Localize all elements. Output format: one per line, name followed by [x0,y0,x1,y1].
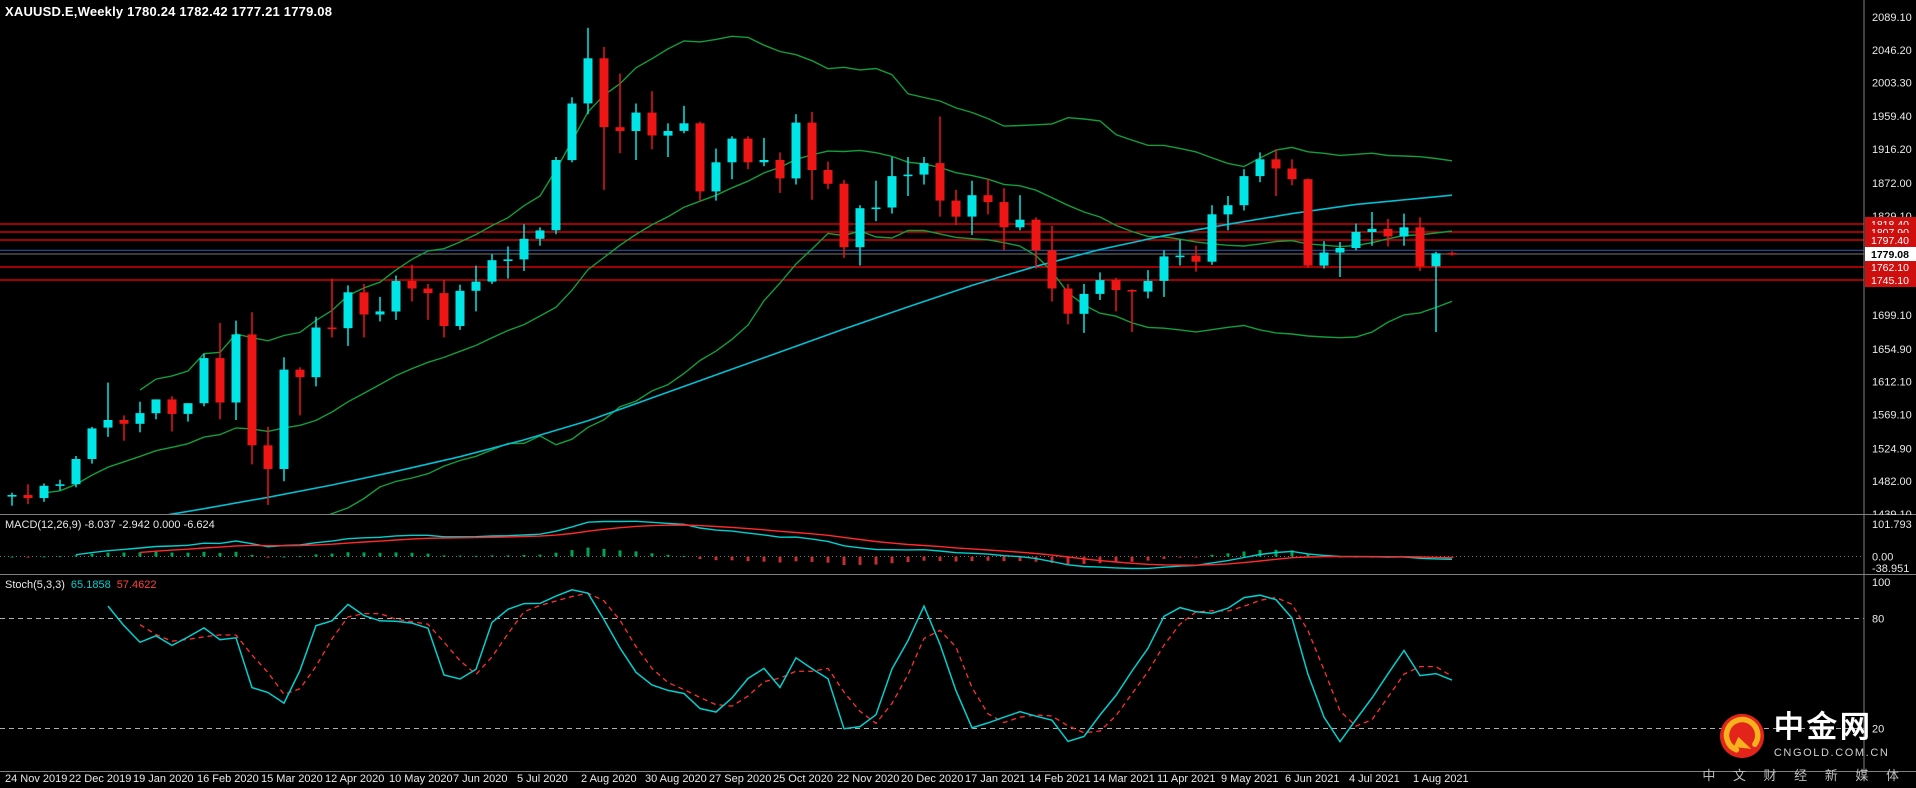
stoch-scale[interactable]: 100 80 20 [1872,577,1890,735]
stoch-label: Stoch(5,3,3) 65.1858 57.4622 [5,579,156,591]
date-label: 15 Mar 2020 [261,773,323,785]
date-label: 7 Jun 2020 [453,773,508,785]
svg-text:101.793: 101.793 [1872,519,1912,531]
svg-text:1797.40: 1797.40 [1871,235,1909,247]
bollinger-bands [43,35,1453,515]
date-label: 16 Feb 2020 [197,773,259,785]
watermark-tagline: 中 文 财 经 新 媒 体 [1702,768,1906,783]
stoch-k-line [107,589,1453,744]
date-label: 10 May 2020 [389,773,453,785]
date-label: 6 Jun 2021 [1285,773,1340,785]
watermark: 中金网 CNGOLD.COM.CN 中 文 财 经 新 媒 体 [1702,713,1906,784]
svg-text:0.00: 0.00 [1872,552,1893,564]
date-label: 12 Apr 2020 [325,773,385,785]
svg-text:1762.10: 1762.10 [1871,262,1909,274]
date-label: 14 Feb 2021 [1029,773,1091,785]
macd-signal-line [139,524,1453,566]
date-label: 11 Apr 2021 [1157,773,1216,785]
cngold-logo-icon [1719,713,1764,759]
stoch-d-value: 57.4622 [116,579,157,591]
date-label: 22 Nov 2020 [837,773,900,785]
svg-text:1482.00: 1482.00 [1872,476,1912,488]
support-resistance-lines[interactable] [0,223,1864,281]
watermark-domain: CNGOLD.COM.CN [1773,747,1890,759]
time-axis[interactable]: 24 Nov 2019 22 Dec 2019 19 Jan 2020 16 Feb … [0,772,1916,788]
date-label: 20 Dec 2020 [901,773,964,785]
svg-text:1699.10: 1699.10 [1872,310,1912,322]
svg-text:80: 80 [1872,614,1884,626]
macd-label: MACD(12,26,9) -8.037 -2.942 0.000 -6.624 [5,519,215,531]
date-label: 19 Jan 2020 [133,773,194,785]
svg-text:2046.20: 2046.20 [1872,45,1912,57]
stoch-d-line [139,592,1453,734]
svg-text:2089.10: 2089.10 [1872,12,1912,24]
svg-text:1779.08: 1779.08 [1871,249,1909,261]
svg-text:2003.30: 2003.30 [1872,78,1912,90]
stoch-k-value: 65.1858 [70,579,111,591]
svg-text:100: 100 [1872,577,1890,589]
svg-text:1745.10: 1745.10 [1871,275,1909,287]
macd-line [75,520,1453,570]
date-label: 2 Aug 2020 [581,773,637,785]
svg-text:1959.40: 1959.40 [1872,111,1912,123]
date-label: 24 Nov 2019 [5,773,68,785]
svg-text:1654.90: 1654.90 [1872,344,1912,356]
watermark-row: 中金网 CNGOLD.COM.CN [1719,713,1890,759]
date-label: 25 Oct 2020 [773,773,833,785]
svg-text:1916.20: 1916.20 [1872,144,1912,156]
date-label: 14 Mar 2021 [1093,773,1155,785]
stoch-levels [0,618,1864,729]
date-label: 30 Aug 2020 [645,773,707,785]
chart-title: XAUUSD.E,Weekly 1780.24 1782.42 1777.21 … [5,4,333,19]
date-label: 4 Jul 2021 [1349,773,1400,785]
date-label: 22 Dec 2019 [69,773,132,785]
date-label: 5 Jul 2020 [517,773,568,785]
svg-text:-38.951: -38.951 [1872,563,1909,575]
stoch-panel[interactable]: 100 80 20 [0,575,1916,772]
sma52-line [161,194,1453,515]
bid-price-box [1865,247,1916,261]
svg-text:1872.00: 1872.00 [1872,178,1912,190]
macd-scale[interactable]: 101.793 0.00-38.951 [1872,519,1912,575]
svg-text:1524.90: 1524.90 [1872,443,1912,455]
svg-text:1612.10: 1612.10 [1872,377,1912,389]
macd-panel[interactable]: 101.793 0.00-38.951 [0,515,1916,575]
date-label: 17 Jan 2021 [965,773,1026,785]
svg-text:1569.10: 1569.10 [1872,410,1912,422]
candles-layer [7,27,1457,506]
date-label: 27 Sep 2020 [709,773,772,785]
svg-text:1439.10: 1439.10 [1872,509,1912,515]
date-label: 1 Aug 2021 [1413,773,1469,785]
watermark-text: 中金网 CNGOLD.COM.CN [1773,711,1890,760]
svg-text:20: 20 [1872,723,1884,735]
stoch-name: Stoch(5,3,3) [5,579,65,591]
price-scale[interactable]: 2089.10 2046.20 2003.30 1959.40 1916.20 1872.… [1865,12,1916,515]
watermark-brand: 中金网 [1773,711,1873,744]
date-label: 9 May 2021 [1221,773,1279,785]
main-chart-panel[interactable]: 2089.10 2046.20 2003.30 1959.40 1916.20 1872.… [0,0,1916,515]
